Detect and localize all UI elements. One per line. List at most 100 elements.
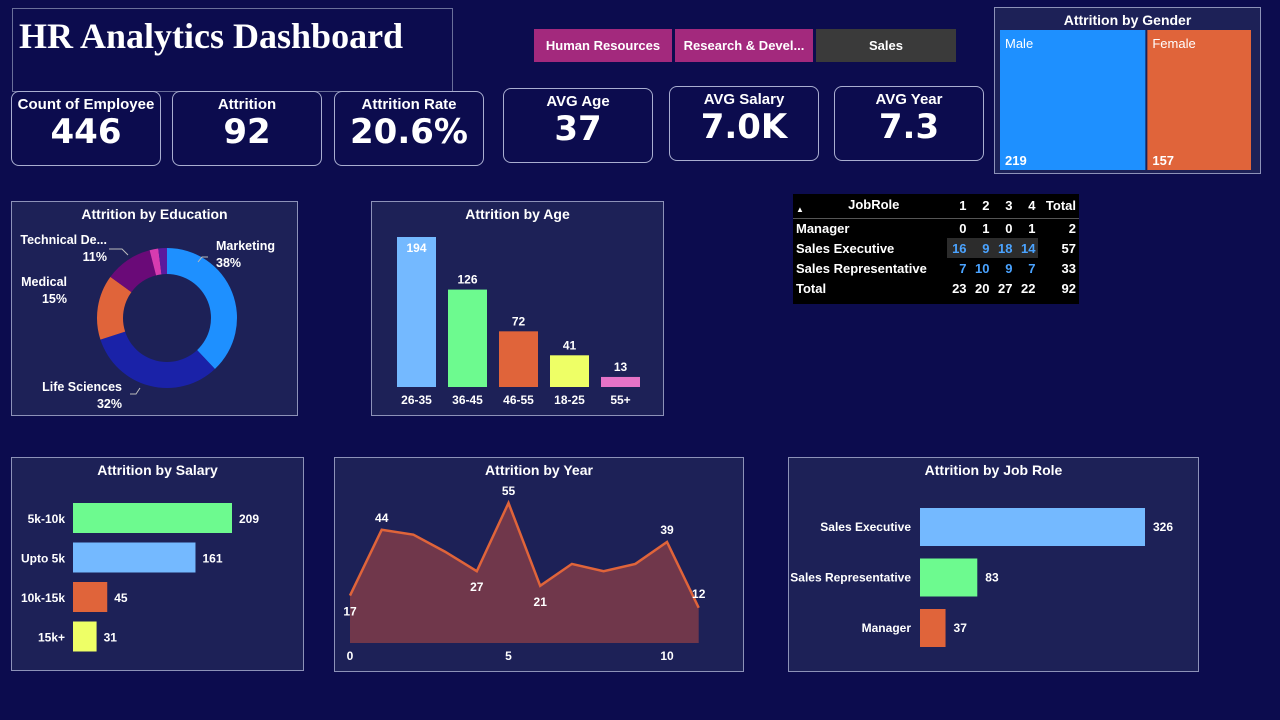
matrix-header-1: 1	[946, 194, 970, 219]
matrix-cell: 18	[992, 238, 1016, 258]
kpi-value: 7.0K	[700, 107, 788, 147]
chart-title: Attrition by Job Role	[924, 462, 1063, 478]
age-bar-chart: 194 26-35 126 36-45 72 46-55 41 18-25 13 55+	[397, 237, 640, 407]
education-donut: Marketing 38% Life Sciences 32% Medical 15% Te…	[20, 233, 275, 411]
gender-treemap-panel: Attrition by Gender Male 219 Female 157	[994, 7, 1261, 174]
kpi-value: 37	[554, 109, 602, 149]
donut-percent-label: 11%	[83, 250, 107, 264]
age-bar-panel: Attrition by Age 194 26-35 126 36-45 72 46-55…	[371, 201, 664, 416]
title-box: HR Analytics Dashboard	[12, 8, 453, 92]
leader-line	[197, 256, 208, 263]
point-data-label: 55	[502, 484, 516, 498]
matrix-cell: 23	[952, 280, 967, 296]
kpi-value: 7.3	[878, 107, 940, 147]
slicer-sales[interactable]: Sales	[816, 29, 956, 62]
kpi-avg-salary: AVG Salary 7.0K	[669, 86, 819, 161]
matrix-row-total: 57	[1061, 240, 1076, 256]
point-data-label: 27	[470, 580, 484, 594]
matrix-row[interactable]: Manager 0 1 0 1 2	[793, 218, 1079, 238]
point-data-label: 44	[375, 511, 389, 525]
sort-up-icon: ▲	[796, 205, 804, 215]
donut-slice	[167, 248, 238, 370]
treemap-tile	[1147, 30, 1251, 170]
matrix-row-label: Manager	[796, 220, 850, 236]
bar-data-label: 161	[202, 552, 222, 566]
bar-data-label: 326	[1153, 520, 1173, 534]
page-title: HR Analytics Dashboard	[19, 16, 404, 56]
area-fill	[350, 503, 699, 643]
kpi-label: AVG Year	[875, 91, 943, 108]
matrix-row[interactable]: Sales Representative 7 10 9 7 33	[793, 258, 1079, 278]
matrix-cell: 9	[1005, 260, 1013, 276]
donut-percent-label: 32%	[97, 397, 122, 411]
matrix-row-total: 33	[1061, 260, 1076, 276]
donut-slice	[158, 248, 167, 275]
point-data-label: 21	[534, 595, 548, 609]
matrix-cell: 0	[959, 220, 967, 236]
bar-data-label: 72	[512, 314, 526, 328]
matrix-cell: 1	[982, 220, 990, 236]
bar	[499, 331, 538, 387]
bar-data-label: 13	[614, 360, 628, 374]
bar-data-label: 41	[563, 338, 577, 352]
matrix-cell: 1	[1028, 220, 1036, 236]
jobrole-matrix: ▲ JobRole 1 2 3 4 Total Manager 0 1 0 1 2…	[793, 194, 1079, 304]
matrix-header-4: 4	[1015, 194, 1039, 219]
bar-data-label: 45	[114, 591, 128, 605]
matrix-table: ▲ JobRole 1 2 3 4 Total Manager 0 1 0 1 2…	[793, 194, 1079, 298]
matrix-grand-total: 92	[1061, 280, 1076, 296]
bar	[73, 582, 108, 612]
y-tick-label: 5k-10k	[28, 512, 66, 526]
matrix-header-jobrole[interactable]: ▲ JobRole	[793, 194, 947, 219]
kpi-avg-age: AVG Age 37	[503, 88, 653, 163]
jobrole-bar-panel: Attrition by Job Role Sales Executive 326…	[788, 457, 1199, 672]
matrix-row-label: Sales Representative	[796, 260, 927, 276]
treemap-value: 157	[1152, 153, 1174, 168]
bar	[73, 503, 232, 533]
kpi-label: Attrition Rate	[361, 96, 457, 113]
y-tick-label: Manager	[862, 621, 912, 635]
bar	[73, 542, 196, 573]
y-tick-label: Upto 5k	[21, 552, 65, 566]
donut-percent-label: 15%	[42, 292, 67, 306]
matrix-cell: 9	[969, 238, 993, 258]
x-tick-label: 10	[660, 649, 674, 663]
donut-slice	[149, 248, 162, 276]
kpi-value: 20.6%	[350, 112, 468, 152]
bar	[920, 609, 946, 647]
kpi-value: 446	[50, 112, 122, 152]
y-tick-label: 15k+	[38, 631, 65, 645]
bar-data-label: 126	[457, 273, 477, 287]
matrix-row-label: Sales Executive	[796, 240, 895, 256]
donut-slice	[100, 331, 215, 389]
year-area-chart: 17 44 27 55 21 39 12 0 5 10	[343, 484, 706, 663]
donut-slice	[110, 250, 157, 293]
matrix-row[interactable]: Sales Executive 16 9 18 14 57	[793, 238, 1079, 258]
bar	[920, 558, 978, 597]
bar-data-label: 209	[239, 512, 259, 526]
slicer-research-development[interactable]: Research & Devel...	[675, 29, 813, 62]
matrix-cell: 27	[998, 280, 1013, 296]
bar	[550, 355, 589, 387]
year-area-panel: Attrition by Year 17 44 27 55 21 39 12 0 5 10	[334, 457, 744, 672]
slicer-human-resources[interactable]: Human Resources	[534, 29, 672, 62]
gender-treemap: Male 219 Female 157	[1000, 30, 1251, 170]
kpi-attrition-rate: Attrition Rate 20.6%	[334, 91, 484, 166]
salary-bar-chart: 5k-10k 209 Upto 5k 161 10k-15k 45 15k+ 31	[21, 503, 259, 652]
leader-line	[109, 248, 129, 256]
y-tick-label: Sales Executive	[820, 520, 911, 534]
matrix-cell: 10	[975, 260, 990, 276]
donut-category-label: Life Sciences	[42, 380, 122, 394]
chart-title: Attrition by Salary	[97, 462, 218, 478]
treemap-value: 219	[1005, 153, 1027, 168]
point-data-label: 12	[692, 587, 706, 601]
matrix-cell: 0	[1005, 220, 1013, 236]
matrix-total-row: Total 23 20 27 22 92	[793, 278, 1079, 298]
treemap-tile	[1000, 30, 1146, 170]
bar-data-label: 194	[406, 241, 426, 255]
matrix-row-label: Total	[796, 280, 827, 296]
matrix-cell: 16	[946, 238, 970, 258]
x-tick-label: 18-25	[554, 393, 585, 407]
treemap-label: Female	[1152, 36, 1195, 51]
kpi-value: 92	[223, 112, 271, 152]
